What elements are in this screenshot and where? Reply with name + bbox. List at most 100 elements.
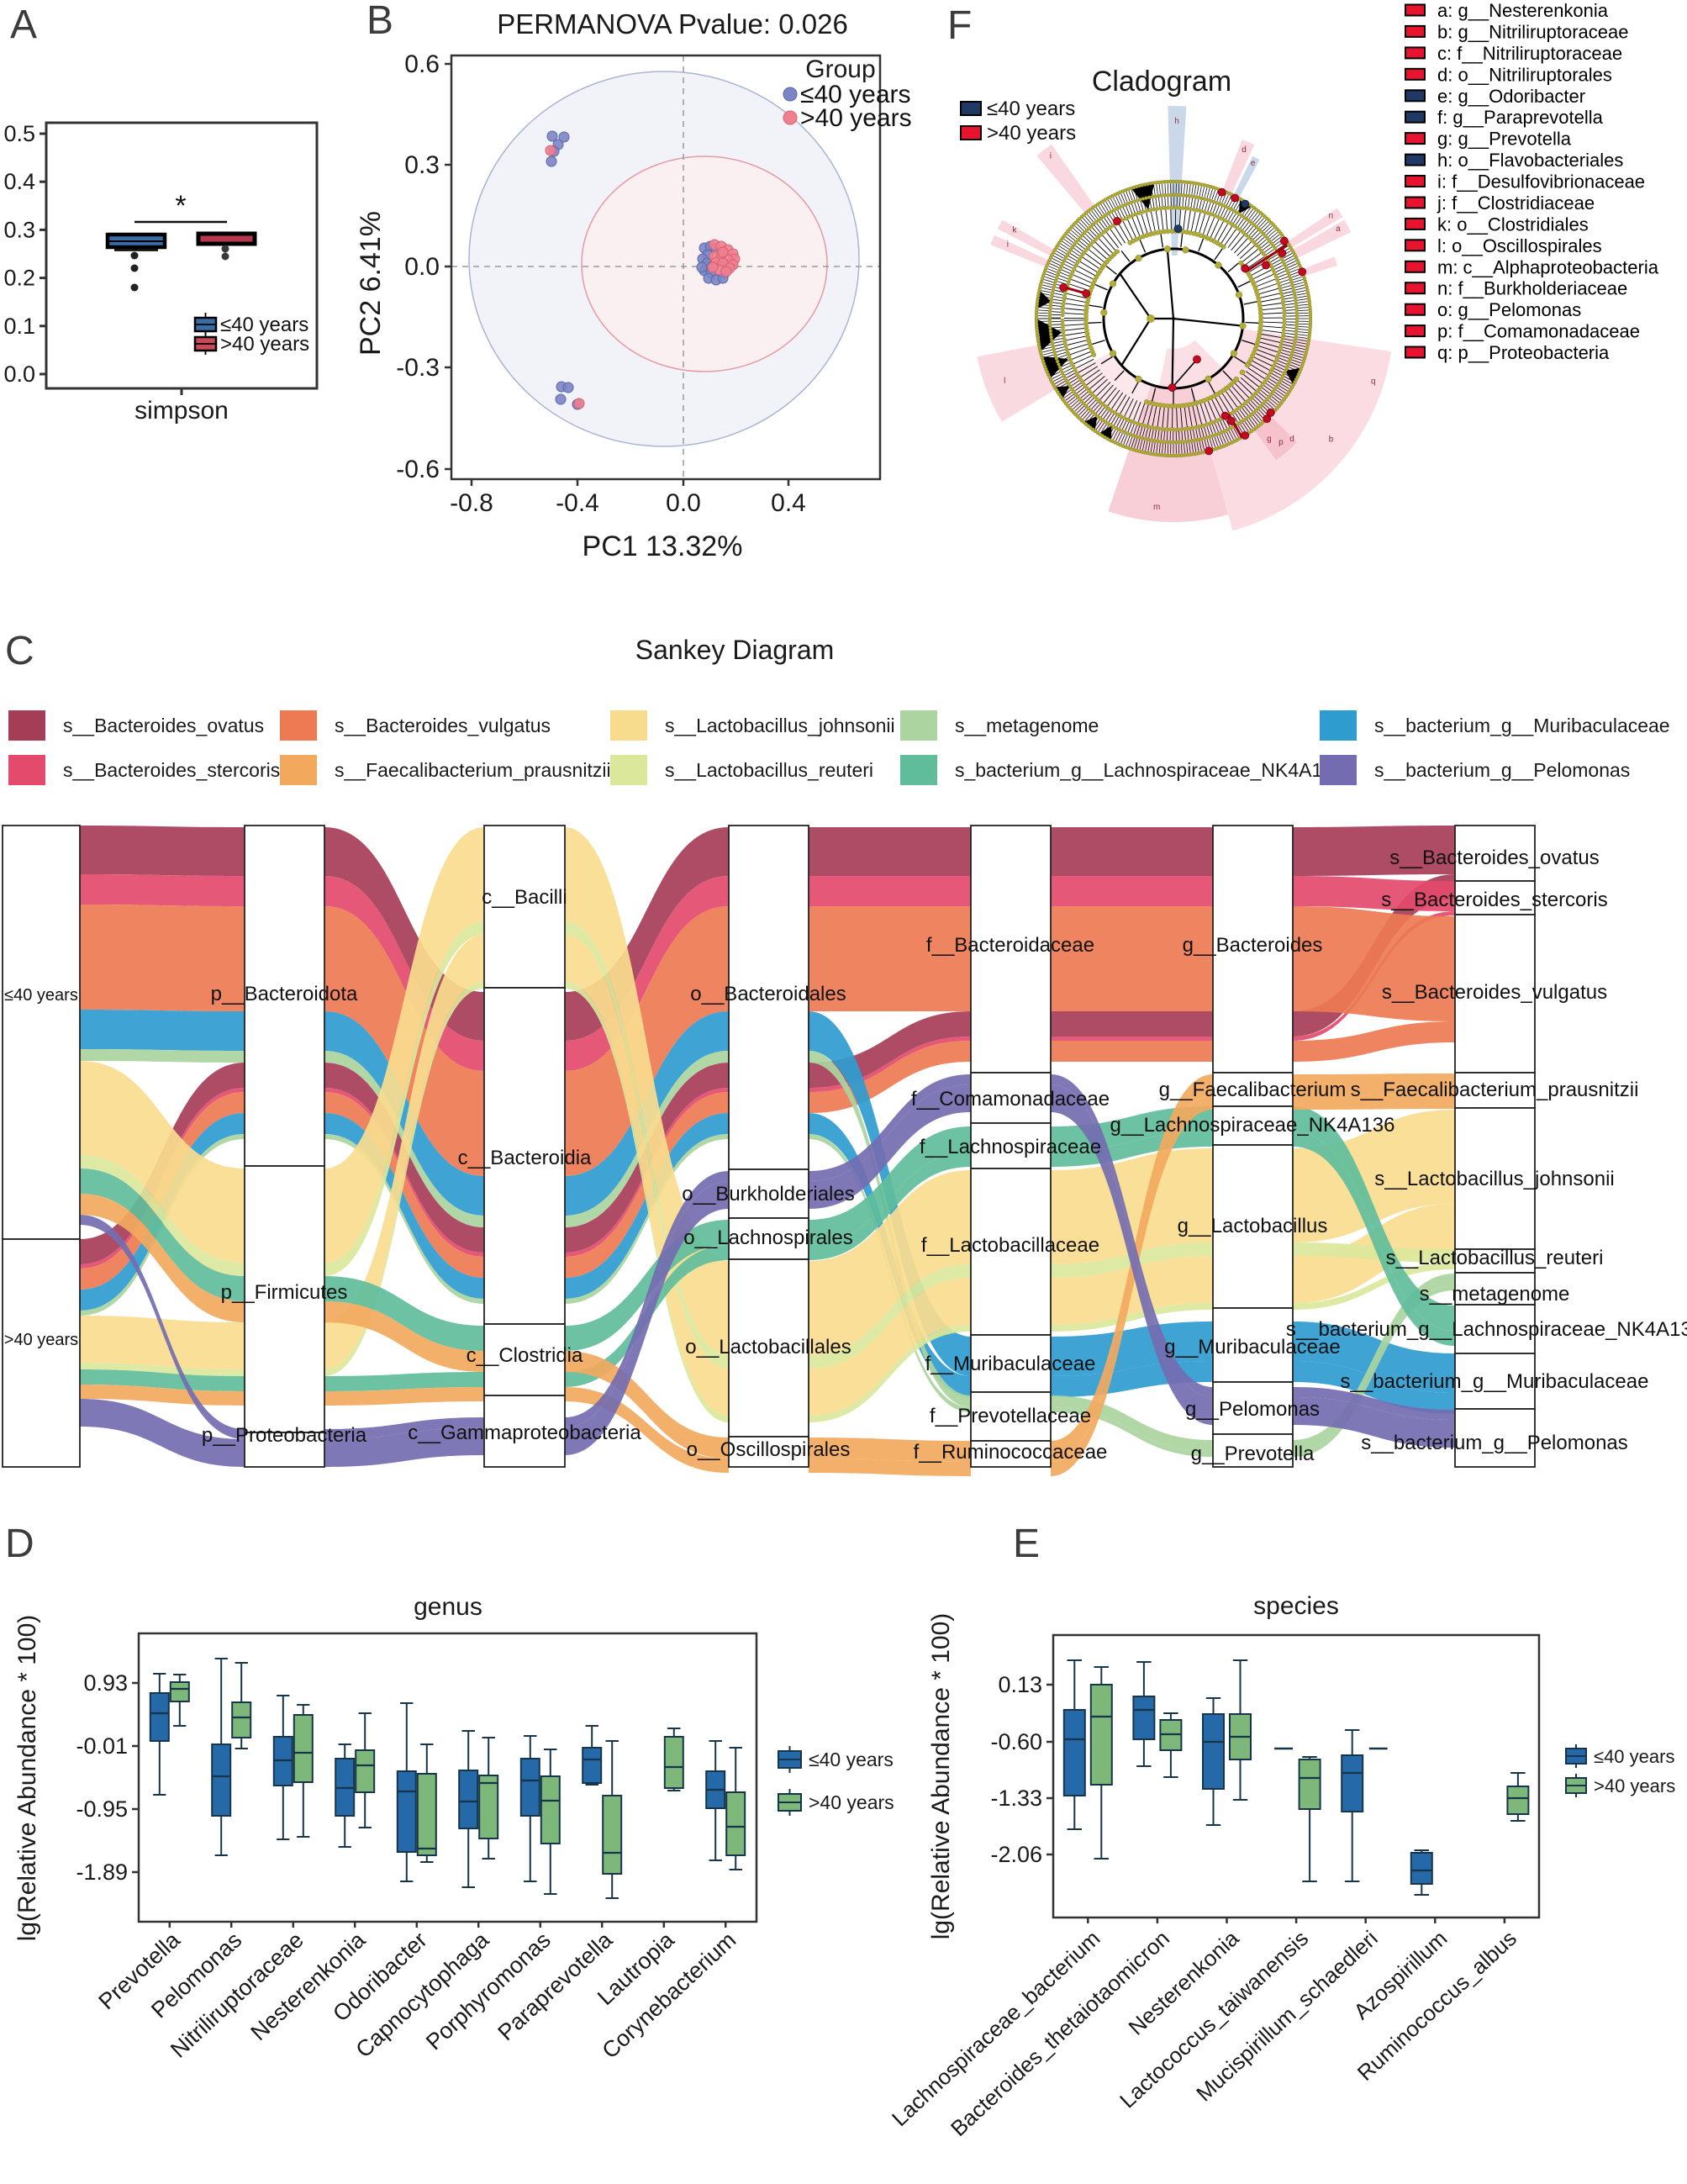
svg-text:s__bacterium_g__Lachnospiracea: s__bacterium_g__Lachnospiraceae_NK4A136 [1286,1318,1687,1341]
svg-text:l: l [1004,377,1005,386]
svg-text:-1.33: -1.33 [990,1786,1042,1811]
svg-text:Sankey Diagram: Sankey Diagram [635,635,835,665]
svg-text:-0.01: -0.01 [76,1733,128,1759]
svg-text:f: g__Paraprevotella: f: g__Paraprevotella [1437,107,1604,128]
svg-text:≤40 years: ≤40 years [1594,1746,1674,1767]
svg-text:A: A [10,3,37,47]
svg-text:lg(Relative Abundance * 100): lg(Relative Abundance * 100) [927,1613,955,1940]
svg-text:s__Bacteroides_ovatus: s__Bacteroides_ovatus [63,715,264,736]
svg-text:g__Muribaculaceae: g__Muribaculaceae [1164,1336,1340,1358]
svg-text:o__Bacteroidales: o__Bacteroidales [690,983,846,1005]
svg-text:0.0: 0.0 [666,489,701,517]
svg-text:0.4: 0.4 [771,489,806,517]
svg-text:s__Lactobacillus_reuteri: s__Lactobacillus_reuteri [665,759,873,781]
svg-text:-2.06: -2.06 [990,1842,1042,1867]
svg-text:s__Bacteroides_stercoris: s__Bacteroides_stercoris [63,759,280,781]
svg-text:q: q [1371,377,1376,386]
svg-text:o: g__Pelomonas: o: g__Pelomonas [1437,299,1581,320]
svg-text:b: b [1329,435,1334,445]
svg-text:s__metagenome: s__metagenome [955,715,1099,736]
svg-text:h: h [1174,117,1179,126]
svg-text:g__Faecalibacterium: g__Faecalibacterium [1159,1079,1347,1101]
svg-text:o__Lachnospirales: o__Lachnospirales [683,1227,852,1249]
svg-text:p__Bacteroidota: p__Bacteroidota [211,983,358,1005]
svg-text:p__Firmicutes: p__Firmicutes [221,1281,348,1304]
svg-text:0.3: 0.3 [404,151,440,179]
svg-text:-0.6: -0.6 [396,456,440,483]
svg-text:s__Lactobacillus_johnsonii: s__Lactobacillus_johnsonii [1374,1168,1615,1190]
svg-text:≤40 years: ≤40 years [4,986,78,1005]
svg-text:g: g [1267,435,1272,444]
svg-text:0.93: 0.93 [83,1670,128,1696]
svg-text:c: f__Nitriliruptoraceae: c: f__Nitriliruptoraceae [1437,43,1622,64]
svg-text:≤40 years: ≤40 years [809,1749,894,1770]
svg-text:k: o__Clostridiales: k: o__Clostridiales [1437,214,1589,235]
svg-text:o__Burkholderiales: o__Burkholderiales [682,1183,854,1205]
svg-text:a: a [1336,224,1341,234]
svg-text:l: o__Oscillospirales: l: o__Oscillospirales [1437,235,1602,256]
svg-text:0.0: 0.0 [404,253,440,281]
svg-text:0.5: 0.5 [3,121,35,146]
svg-text:n: f__Burkholderiaceae: n: f__Burkholderiaceae [1437,278,1627,299]
svg-text:f__Comamonadaceae: f__Comamonadaceae [911,1088,1110,1110]
svg-text:≤40 years: ≤40 years [220,314,308,336]
svg-text:e: e [1251,159,1256,168]
svg-text:PERMANOVA Pvalue: 0.026: PERMANOVA Pvalue: 0.026 [497,8,848,40]
svg-text:PC1 13.32%: PC1 13.32% [583,530,743,562]
svg-text:lg(Relative Abundance * 100): lg(Relative Abundance * 100) [13,1615,41,1942]
svg-text:C: C [5,629,34,673]
svg-text:-0.3: -0.3 [396,354,440,382]
svg-text:B: B [366,0,393,43]
svg-text:simpson: simpson [134,397,229,425]
svg-text:s__Bacteroides_ovatus: s__Bacteroides_ovatus [1389,847,1600,869]
svg-text:Cladogram: Cladogram [1092,66,1231,98]
svg-text:n: n [1328,212,1333,221]
svg-text:p__Proteobacteria: p__Proteobacteria [202,1424,367,1447]
svg-text:>40 years: >40 years [987,122,1076,145]
svg-text:a: g__Nesterenkonia: a: g__Nesterenkonia [1437,0,1609,21]
svg-text:i: f__Desulfovibrionaceae: i: f__Desulfovibrionaceae [1437,171,1645,193]
svg-text:D: D [5,1522,34,1566]
svg-text:≤40 years: ≤40 years [800,81,911,108]
svg-text:m: c__Alphaproteobacteria: m: c__Alphaproteobacteria [1437,256,1659,277]
svg-text:d: d [1289,435,1294,444]
svg-text:f__Ruminococcaceae: f__Ruminococcaceae [914,1441,1108,1464]
svg-text:m: m [1153,503,1160,512]
svg-text:f__Bacteroidaceae: f__Bacteroidaceae [926,934,1094,957]
svg-text:s__bacterium_g__Pelomonas: s__bacterium_g__Pelomonas [1361,1432,1628,1454]
svg-text:s__Lactobacillus_reuteri: s__Lactobacillus_reuteri [1386,1247,1604,1269]
svg-text:f__Muribaculaceae: f__Muribaculaceae [925,1353,1096,1375]
svg-text:>40 years: >40 years [4,1331,78,1349]
svg-text:g__Bacteroides: g__Bacteroides [1183,934,1323,957]
svg-text:-0.4: -0.4 [556,489,599,517]
svg-text:j: f__Clostridiaceae: j: f__Clostridiaceae [1437,193,1595,214]
svg-text:p: f__Comamonadaceae: p: f__Comamonadaceae [1437,321,1640,342]
svg-text:s__bacterium_g__Pelomonas: s__bacterium_g__Pelomonas [1374,759,1630,781]
svg-text:q: p__Proteobacteria: q: p__Proteobacteria [1437,342,1610,363]
svg-text:i: i [1007,240,1009,249]
svg-text:genus: genus [414,1593,482,1621]
svg-text:s__Bacteroides_vulgatus: s__Bacteroides_vulgatus [335,715,551,736]
svg-text:s__Bacteroides_vulgatus: s__Bacteroides_vulgatus [1382,981,1607,1004]
svg-text:*: * [175,190,186,222]
svg-text:Group: Group [805,55,875,83]
svg-text:b: g__Nitriliruptoraceae: b: g__Nitriliruptoraceae [1437,21,1628,42]
svg-text:i: i [1050,152,1052,161]
svg-text:species: species [1253,1592,1339,1620]
svg-text:-1.89: -1.89 [76,1860,128,1885]
svg-text:k: k [1013,225,1018,235]
svg-text:s__Bacteroides_stercoris: s__Bacteroides_stercoris [1381,889,1607,911]
svg-text:s_bacterium_g__Lachnospiraceae: s_bacterium_g__Lachnospiraceae_NK4A136 [955,759,1344,781]
svg-text:0.3: 0.3 [3,217,35,242]
svg-text:>40 years: >40 years [809,1791,894,1813]
svg-text:-0.8: -0.8 [450,489,493,517]
svg-text:0.13: 0.13 [998,1672,1042,1697]
svg-text:0.2: 0.2 [3,266,35,291]
svg-text:≤40 years: ≤40 years [987,98,1075,120]
svg-text:p: p [1278,438,1284,447]
svg-text:s__Faecalibacterium_prausnitzi: s__Faecalibacterium_prausnitzii [335,759,611,781]
svg-text:d: o__Nitriliruptorales: d: o__Nitriliruptorales [1437,64,1612,85]
svg-text:s__bacterium_g__Muribaculaceae: s__bacterium_g__Muribaculaceae [1341,1370,1649,1393]
svg-text:g__Pelomonas: g__Pelomonas [1185,1398,1320,1421]
svg-text:g__Prevotella: g__Prevotella [1191,1443,1315,1465]
